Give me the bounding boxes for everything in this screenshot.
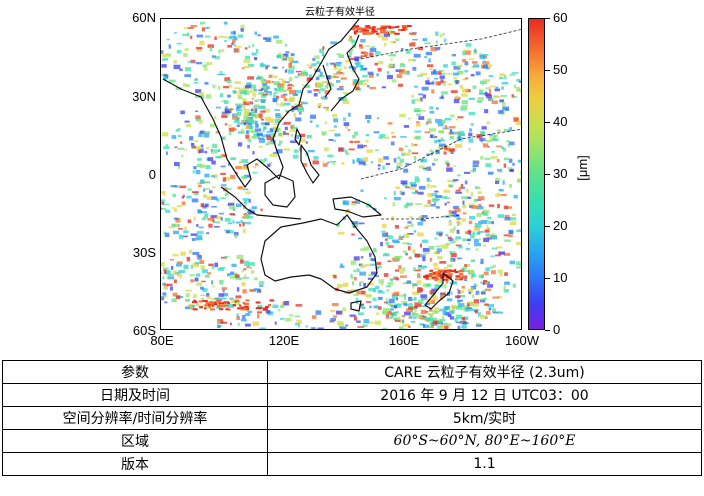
table-row: 区域 60°S~60°N, 80°E~160°E [2,429,702,453]
colorbar-tick [545,329,550,331]
colorbar-tick-label: 50 [553,62,568,77]
colorbar-tick [545,69,550,71]
lat-label-30n: 30N [132,89,156,104]
colorbar-tick [545,17,550,19]
lon-label-160e: 160E [388,333,420,348]
row-key: 参数 [2,360,268,384]
row-value: 60°S~60°N, 80°E~160°E [267,429,702,453]
colorbar-tick-label: 0 [553,322,561,337]
colorbar-tick [545,277,550,279]
colorbar-tick-label: 20 [553,218,568,233]
row-value: CARE 云粒子有效半径 (2.3um) [267,360,702,384]
lon-label-160w: 160W [505,333,539,348]
row-value: 2016 年 9 月 12 日 UTC03：00 [267,383,702,407]
table-row: 参数 CARE 云粒子有效半径 (2.3um) [2,360,702,384]
row-value: 1.1 [267,452,702,476]
lon-label-120e: 120E [268,333,300,348]
row-key: 空间分辨率/时间分辨率 [2,406,268,430]
row-key: 区域 [2,429,268,453]
table-row: 版本 1.1 [2,452,702,476]
lat-label-equator: 0 [148,167,156,182]
colorbar [528,18,545,330]
table-row: 空间分辨率/时间分辨率 5km/实时 [2,406,702,430]
colorbar-tick [545,121,550,123]
colorbar-tick-label: 10 [553,270,568,285]
row-value: 5km/实时 [267,406,702,430]
cloud-effective-radius-map [161,19,521,329]
map-panel [160,18,522,330]
colorbar-tick-label: 40 [553,114,568,129]
colorbar-tick-label: 30 [553,166,568,181]
figure: 云粒子有效半径 [132,7,590,348]
metadata-table: 参数 CARE 云粒子有效半径 (2.3um) 日期及时间 2016 年 9 月 12… [2,360,702,476]
lat-label-30s: 30S [132,245,156,260]
map-title: 云粒子有效半径 [305,7,375,18]
colorbar-unit-label: [μm] [575,155,590,181]
colorbar-tick [545,173,550,175]
lon-label-80e: 80E [150,333,174,348]
table-row: 日期及时间 2016 年 9 月 12 日 UTC03：00 [2,383,702,407]
colorbar-tick [545,225,550,227]
row-key: 日期及时间 [2,383,268,407]
lat-label-60s: 60S [132,323,156,338]
lat-label-60n: 60N [132,10,156,25]
colorbar-tick-label: 60 [553,10,568,25]
row-key: 版本 [2,452,268,476]
